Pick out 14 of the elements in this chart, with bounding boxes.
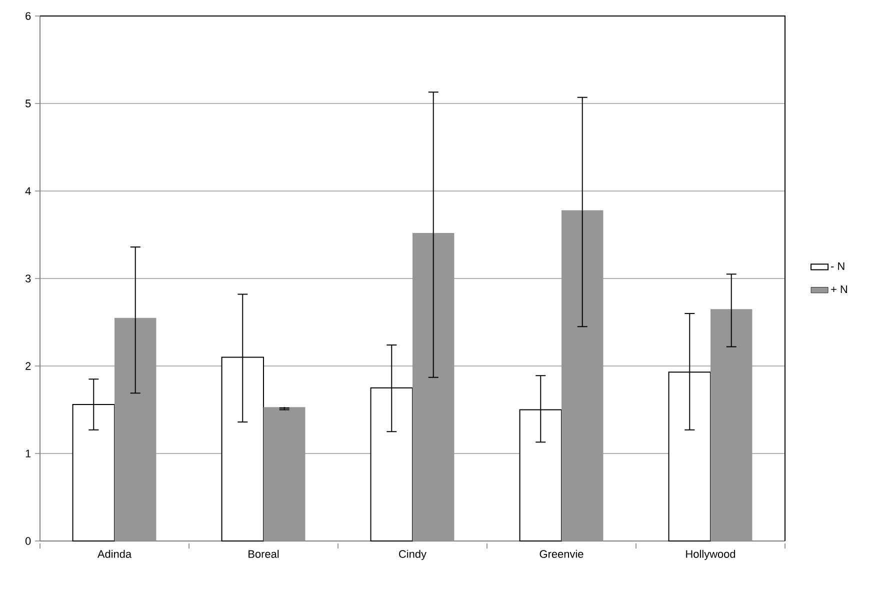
y-tick-label: 4 <box>25 187 31 195</box>
x-tick-label: Boreal <box>248 550 279 558</box>
y-tick-label: 1 <box>26 450 31 458</box>
x-tick-label: Cindy <box>399 550 426 560</box>
legend-label: + N <box>831 286 847 294</box>
x-tick-label: Hollywood <box>686 550 736 560</box>
y-tick-label: 6 <box>26 12 31 20</box>
x-tick-label: Greenvie <box>540 550 584 558</box>
y-tick-label: 3 <box>25 274 31 282</box>
legend-label: - N <box>831 262 844 270</box>
y-tick-label: 0 <box>25 537 31 545</box>
y-tick-label: 2 <box>26 362 31 370</box>
x-tick-label: Adinda <box>97 550 132 558</box>
y-tick-label: 5 <box>25 100 31 108</box>
